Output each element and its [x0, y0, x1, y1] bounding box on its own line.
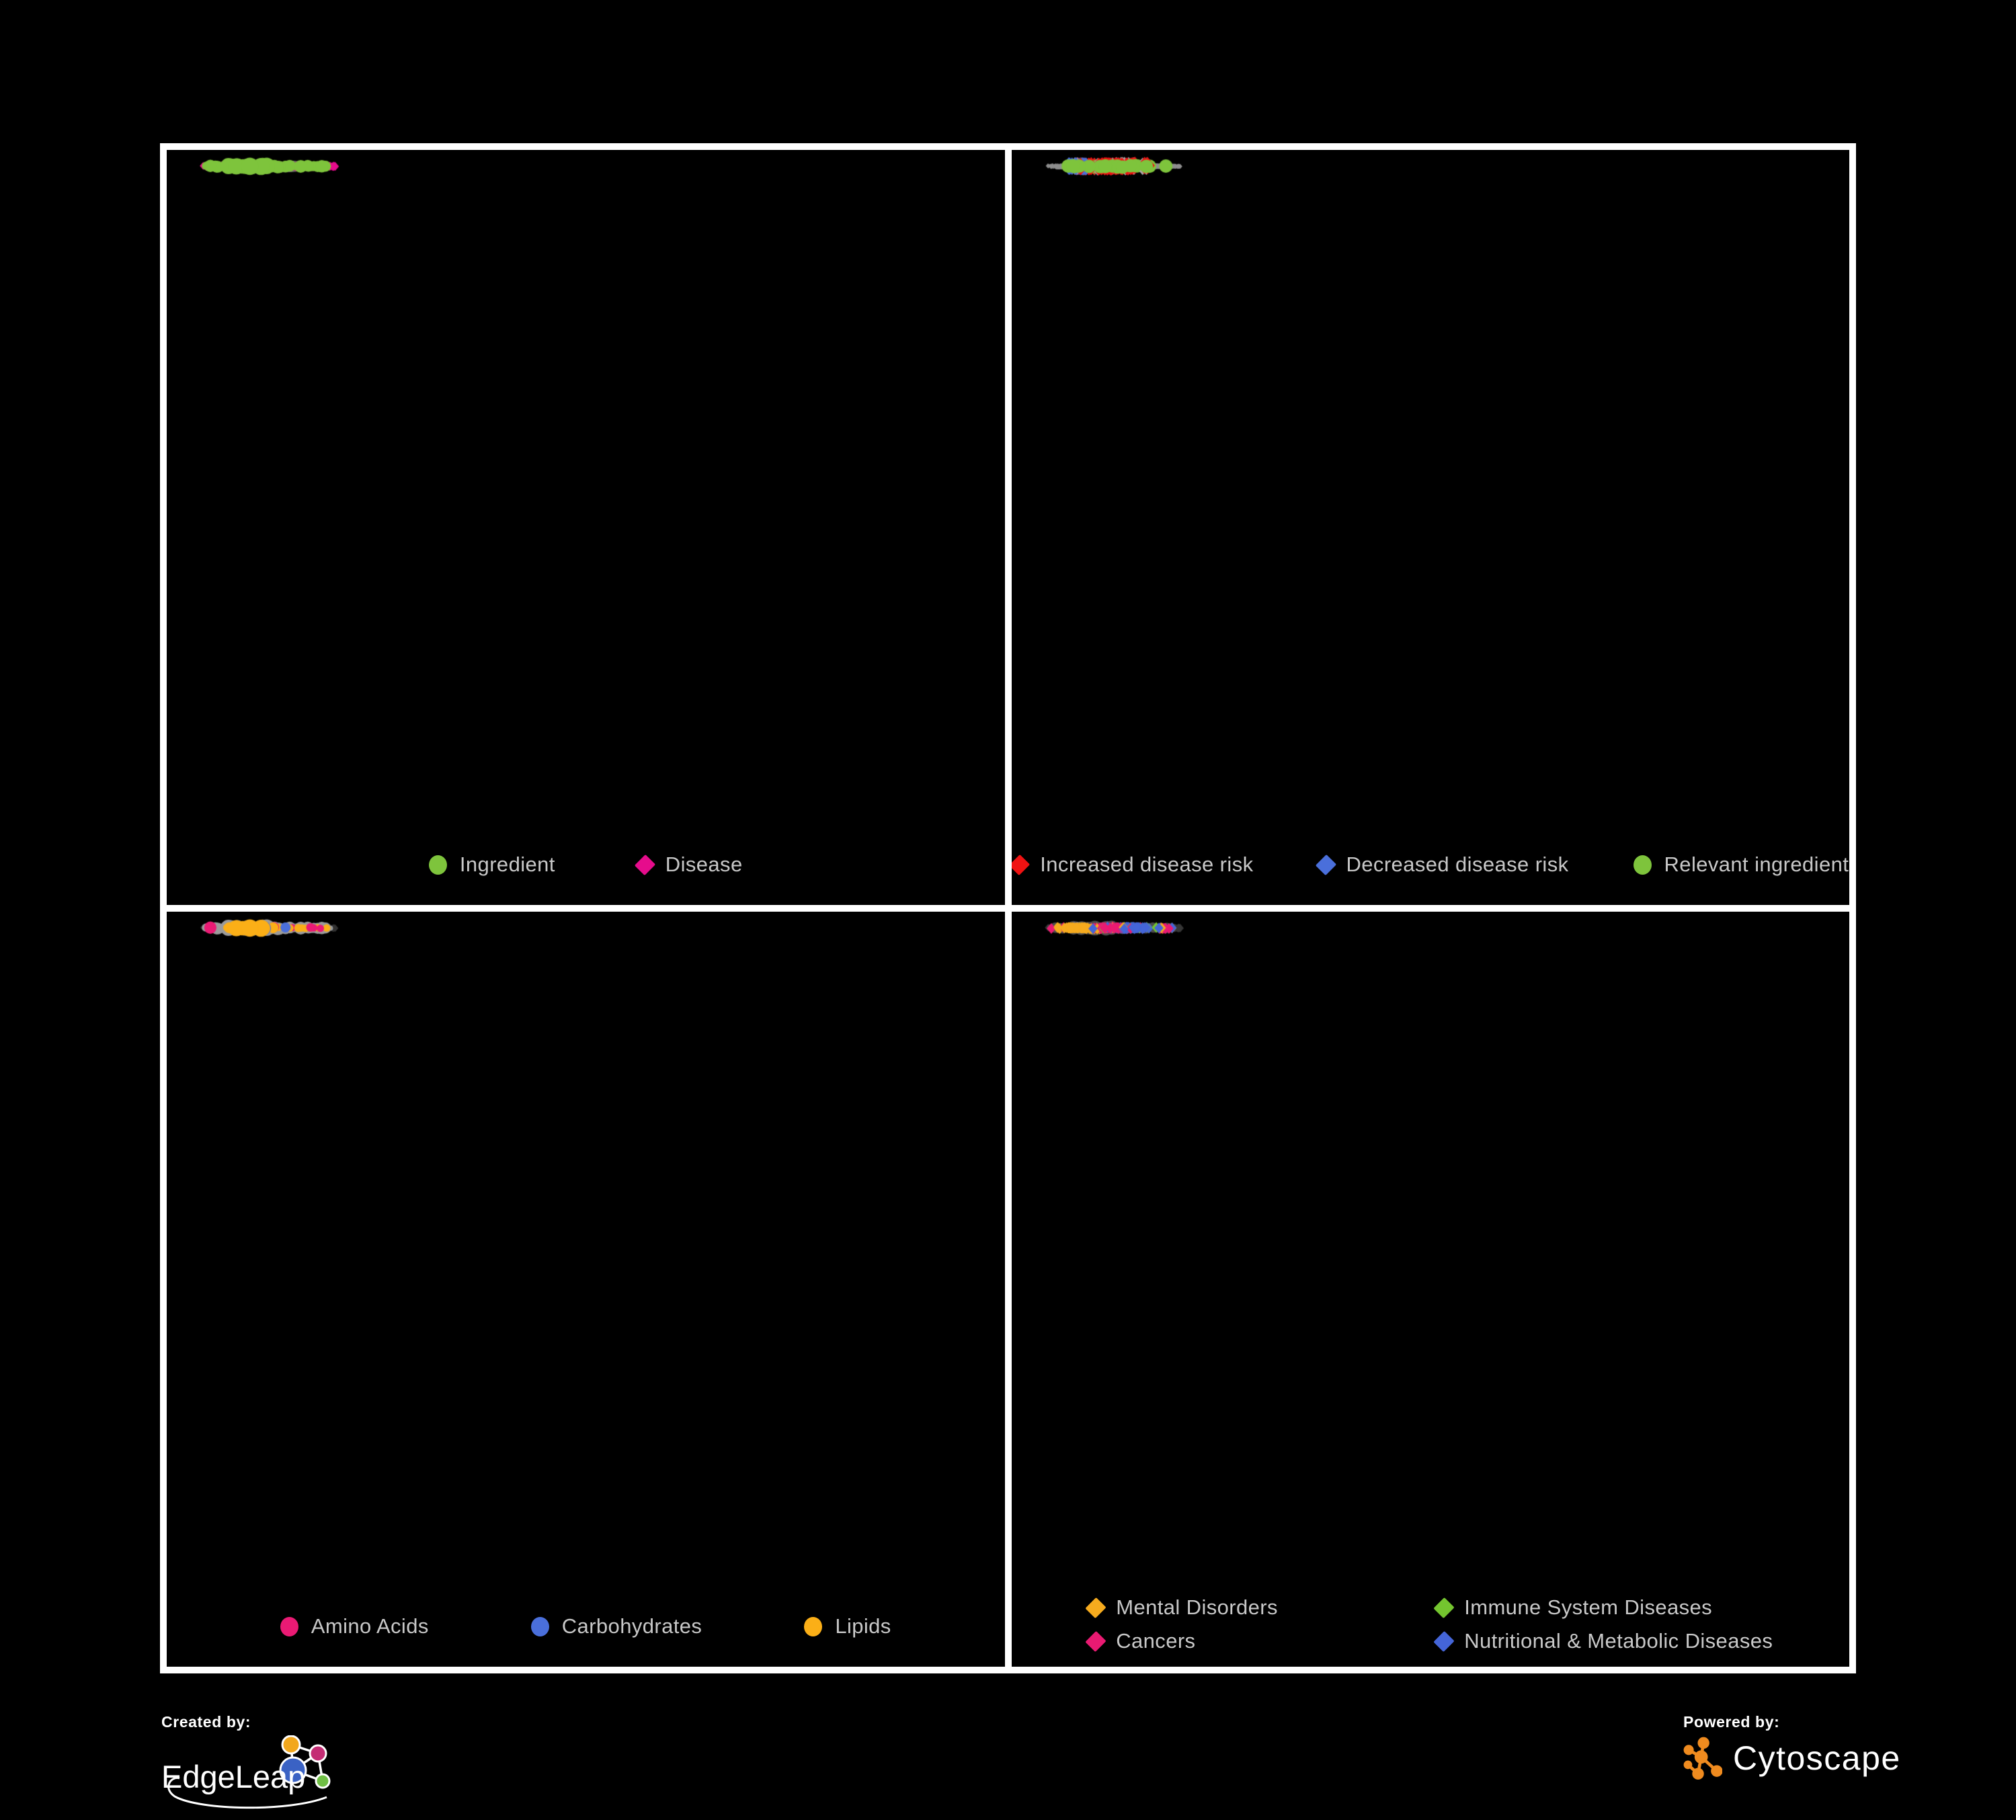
legend: Ingredient Disease: [167, 853, 1005, 877]
cytoscape-credit: Powered by: Cytoscape: [1683, 1713, 1901, 1780]
figure-grid: Ingredient Disease Increased disease risk…: [160, 143, 1856, 1673]
circle-marker-icon: [280, 1616, 298, 1636]
legend-item-carbohydrates: Carbohydrates: [530, 1614, 702, 1638]
diamond-marker-icon: [1433, 1597, 1455, 1618]
diamond-marker-icon: [1085, 1630, 1106, 1652]
disease-risk-network-canvas: [1011, 150, 1213, 251]
diamond-marker-icon: [1315, 854, 1336, 875]
legend-label: Mental Disorders: [1116, 1595, 1278, 1619]
edgeleap-network-icon: [279, 1735, 331, 1789]
legend-item-mental-disorders: Mental Disorders: [1085, 1595, 1409, 1620]
legend-label: Amino Acids: [311, 1614, 429, 1638]
panel-nutrient-classes: Amino Acids Carbohydrates Lipids: [167, 912, 1005, 1667]
legend-label: Decreased disease risk: [1346, 853, 1569, 876]
legend-item-immune-system-diseases: Immune System Diseases: [1433, 1595, 1773, 1620]
legend-item-lipids: Lipids: [804, 1614, 891, 1638]
legend-label: Nutritional & Metabolic Diseases: [1464, 1629, 1773, 1653]
legend-label: Ingredient: [459, 853, 555, 876]
legend-item-relevant-ingredient: Relevant ingredient: [1633, 853, 1849, 877]
ingredient-disease-network-canvas: [167, 150, 368, 251]
legend-label: Relevant ingredient: [1664, 853, 1849, 876]
diamond-marker-icon: [1085, 1597, 1106, 1618]
legend-item-decreased-disease-risk: Decreased disease risk: [1315, 853, 1569, 877]
edgeleap-logo: EdgeLeap: [161, 1735, 331, 1809]
cytoscape-lockup: Cytoscape: [1683, 1737, 1901, 1780]
legend-item-cancers: Cancers: [1085, 1629, 1409, 1653]
legend-label: Increased disease risk: [1040, 853, 1254, 876]
nutrient-class-network-canvas: [167, 912, 368, 1013]
panel-ingredient-disease: Ingredient Disease: [167, 150, 1005, 905]
legend-label: Immune System Diseases: [1464, 1595, 1713, 1619]
legend-label: Disease: [665, 853, 743, 876]
edgeleap-swoosh-icon: [167, 1776, 327, 1809]
legend: Amino Acids Carbohydrates Lipids: [167, 1614, 1005, 1638]
legend-item-increased-disease-risk: Increased disease risk: [1011, 853, 1254, 877]
legend: Increased disease risk Decreased disease …: [1011, 853, 1850, 877]
legend-item-disease: Disease: [634, 853, 743, 877]
legend-label: Lipids: [835, 1614, 891, 1638]
cytoscape-wordmark: Cytoscape: [1733, 1739, 1901, 1777]
edgeleap-credit: Created by: EdgeLeap: [161, 1713, 350, 1817]
circle-marker-icon: [530, 1616, 549, 1636]
diamond-marker-icon: [634, 854, 655, 875]
legend-label: Carbohydrates: [561, 1614, 702, 1638]
circle-marker-icon: [804, 1616, 823, 1636]
legend-label: Cancers: [1116, 1629, 1196, 1653]
diamond-marker-icon: [1433, 1630, 1455, 1652]
disease-category-network-canvas: [1011, 912, 1213, 1013]
circle-marker-icon: [1633, 855, 1652, 875]
created-by-label: Created by:: [161, 1713, 251, 1731]
panel-disease-categories: Mental Disorders Immune System Diseases Ca…: [1011, 912, 1849, 1667]
cytoscape-logo-icon: [1683, 1737, 1722, 1780]
legend-item-amino-acids: Amino Acids: [280, 1614, 429, 1638]
panel-disease-risk: Increased disease risk Decreased disease …: [1011, 150, 1850, 905]
edgeleap-wordmark: EdgeLeap: [161, 1759, 305, 1794]
circle-marker-icon: [428, 855, 447, 875]
legend: Mental Disorders Immune System Diseases Ca…: [1085, 1595, 1773, 1653]
legend-item-ingredient: Ingredient: [428, 853, 555, 877]
diamond-marker-icon: [1011, 854, 1031, 875]
powered-by-label: Powered by:: [1683, 1713, 1780, 1731]
legend-item-nutritional-metabolic-diseases: Nutritional & Metabolic Diseases: [1433, 1629, 1773, 1653]
